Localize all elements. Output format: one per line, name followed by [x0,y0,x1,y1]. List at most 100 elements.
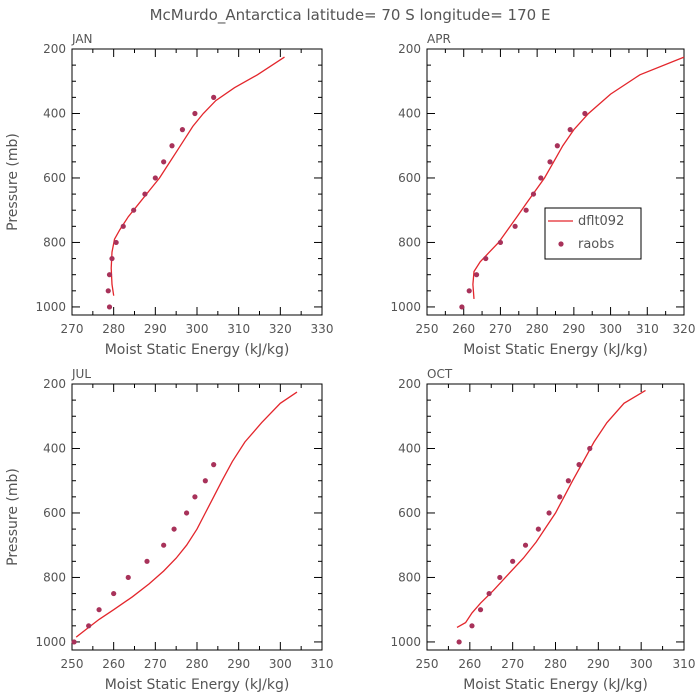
raobs-point [486,590,492,597]
plot-frame [426,383,685,651]
raobs-point [530,191,537,197]
raobs-point [192,494,198,500]
raobs-point [211,462,217,468]
raobs-point [105,288,111,294]
x-tick-label: 290 [562,322,585,336]
raobs-point [546,510,552,516]
x-tick-label: 270 [489,322,512,336]
raobs-point [483,255,489,262]
x-axis-label: Moist Static Energy (kJ/kg) [105,342,290,358]
x-tick-label: 280 [186,657,209,671]
y-tick-label: 200 [43,377,66,391]
y-tick-label: 600 [43,171,66,185]
plot-frame [426,48,685,316]
raobs-point [86,623,92,629]
raobs-point [113,239,119,246]
series-line-dflt092 [472,56,685,299]
raobs-point [567,127,573,133]
y-tick-label: 1000 [35,300,66,314]
x-tick-label: 310 [227,322,250,336]
panel-oct: OCT 250 260 270 280 290 300 310 200 400 600 800 1000… [390,367,695,693]
y-tick-label: 200 [398,42,421,56]
raobs-point [109,255,115,262]
raobs-point [477,607,484,613]
x-tick-label: 290 [587,657,610,671]
raobs-point [71,639,77,645]
y-tick-label: 400 [398,106,421,120]
x-tick-label: 300 [599,322,622,336]
x-tick-label: 310 [311,657,334,671]
y-axis-label: Pressure (mb) [5,468,21,566]
y-tick-label: 800 [43,570,66,584]
y-tick-label: 1000 [35,635,66,649]
raobs-point [183,510,190,516]
raobs-point [557,494,563,500]
y-tick-label: 400 [43,441,66,455]
raobs-point [125,574,131,581]
panel-title: OCT [427,367,453,381]
raobs-point [456,639,462,645]
y-tick-label: 800 [398,235,421,249]
raobs-point [144,558,150,564]
x-tick-label: 300 [186,322,209,336]
legend-marker-swatch [558,241,564,247]
figure-title: McMurdo_Antarctica latitude= 70 S longit… [150,6,551,25]
raobs-point [587,445,593,452]
raobs-point [535,526,541,532]
x-tick-label: 260 [452,322,475,336]
x-tick-label: 300 [630,657,653,671]
series-line-dflt092 [110,56,285,296]
x-axis-label: Moist Static Energy (kJ/kg) [105,677,290,693]
x-tick-label: 310 [636,322,659,336]
x-tick-label: 270 [61,322,84,336]
panels: JAN 270 280 290 300 310 320 330 200 400 600 800 1000… [5,32,695,693]
panel-jan: JAN 270 280 290 300 310 320 330 200 400 600 800 1000… [5,32,333,358]
raobs-point [554,143,560,149]
x-tick-label: 280 [102,322,125,336]
raobs-point [202,478,208,484]
raobs-point [106,272,113,278]
panel-jul: JUL 250 260 270 280 290 300 310 200 400 600 800 1000… [5,367,333,693]
raobs-point [96,607,102,613]
x-tick-label: 330 [311,322,334,336]
y-tick-label: 600 [43,506,66,520]
series-line-dflt092 [456,389,646,628]
y-axis-label: Pressure (mb) [5,133,21,231]
raobs-point [192,110,198,117]
x-tick-label: 310 [673,657,696,671]
x-tick-label: 250 [416,657,439,671]
panel-title: JUL [71,367,91,381]
x-tick-label: 260 [458,657,481,671]
y-tick-label: 800 [43,235,66,249]
y-tick-label: 600 [398,171,421,185]
raobs-point [142,191,148,197]
y-tick-label: 1000 [390,635,421,649]
raobs-point [120,223,126,229]
legend-marker-label: raobs [578,237,615,252]
x-axis-label: Moist Static Energy (kJ/kg) [463,677,648,693]
raobs-point [547,159,553,165]
legend-box [544,207,642,260]
y-tick-label: 200 [398,377,421,391]
raobs-point [576,462,582,468]
panel-apr: APR 250 260 270 280 290 300 310 320 200 400 600 800 1… [390,32,695,358]
raobs-point [161,542,167,548]
raobs-point [169,143,175,149]
x-tick-label: 250 [61,657,84,671]
legend: dflt092 raobs [544,207,642,260]
raobs-point [111,590,117,597]
raobs-point [565,478,571,484]
x-tick-label: 270 [501,657,524,671]
panel-title: JAN [71,32,93,46]
raobs-point [211,94,217,100]
raobs-point [497,239,504,246]
x-tick-label: 250 [416,322,439,336]
raobs-point [161,159,167,165]
y-tick-label: 1000 [390,300,421,314]
legend-line-label: dflt092 [578,214,624,229]
x-tick-label: 320 [269,322,292,336]
raobs-point [538,175,544,181]
raobs-point [473,272,480,278]
x-tick-label: 290 [144,322,167,336]
